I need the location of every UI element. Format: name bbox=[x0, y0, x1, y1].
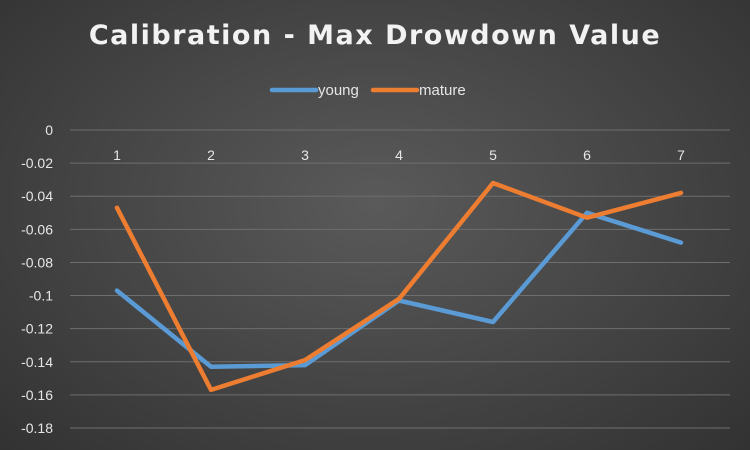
series-line-young bbox=[114, 210, 684, 369]
y-tick-label: -0.06 bbox=[21, 221, 53, 237]
legend-label-young: young bbox=[318, 82, 359, 99]
x-tick-label: 2 bbox=[207, 147, 215, 163]
x-tick-label: 1 bbox=[113, 147, 121, 163]
x-axis-ticks: 1 2 3 4 5 6 7 bbox=[113, 147, 685, 163]
y-axis-ticks: 0 -0.02 -0.04 -0.06 -0.08 -0.1 -0.12 -0.14 -0.16… bbox=[21, 122, 53, 436]
chart-title: Calibration - Max Drowdown Value bbox=[88, 20, 662, 51]
x-tick-label: 7 bbox=[677, 147, 685, 163]
legend: young mature bbox=[269, 82, 466, 99]
x-tick-label: 4 bbox=[395, 147, 403, 163]
x-tick-label: 3 bbox=[301, 147, 309, 163]
x-tick-label: 5 bbox=[489, 147, 497, 163]
series-line-mature bbox=[114, 180, 684, 393]
y-tick-label: 0 bbox=[45, 122, 53, 138]
y-tick-label: -0.1 bbox=[29, 288, 53, 304]
y-tick-label: -0.08 bbox=[21, 254, 53, 270]
y-tick-label: -0.14 bbox=[21, 354, 53, 370]
x-tick-label: 6 bbox=[583, 147, 591, 163]
y-tick-label: -0.18 bbox=[21, 420, 53, 436]
series-lines bbox=[114, 180, 684, 393]
legend-label-mature: mature bbox=[419, 82, 466, 99]
gridlines bbox=[70, 129, 730, 429]
y-tick-label: -0.04 bbox=[21, 188, 53, 204]
y-tick-label: -0.12 bbox=[21, 321, 53, 337]
y-tick-label: -0.16 bbox=[21, 387, 53, 403]
y-tick-label: -0.02 bbox=[21, 155, 53, 171]
